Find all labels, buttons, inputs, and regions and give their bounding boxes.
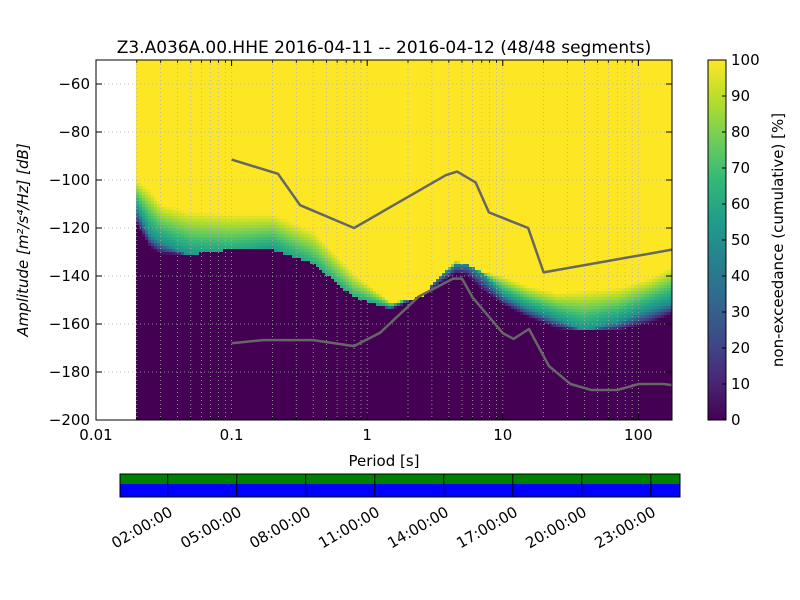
- psd-heatmap: [136, 60, 674, 421]
- chart-title: Z3.A036A.00.HHE 2016-04-11 -- 2016-04-12…: [117, 38, 652, 58]
- psd-plot: 0.01 0.1 1 10 100 −200−180−160−140−120−100−8…: [14, 60, 713, 470]
